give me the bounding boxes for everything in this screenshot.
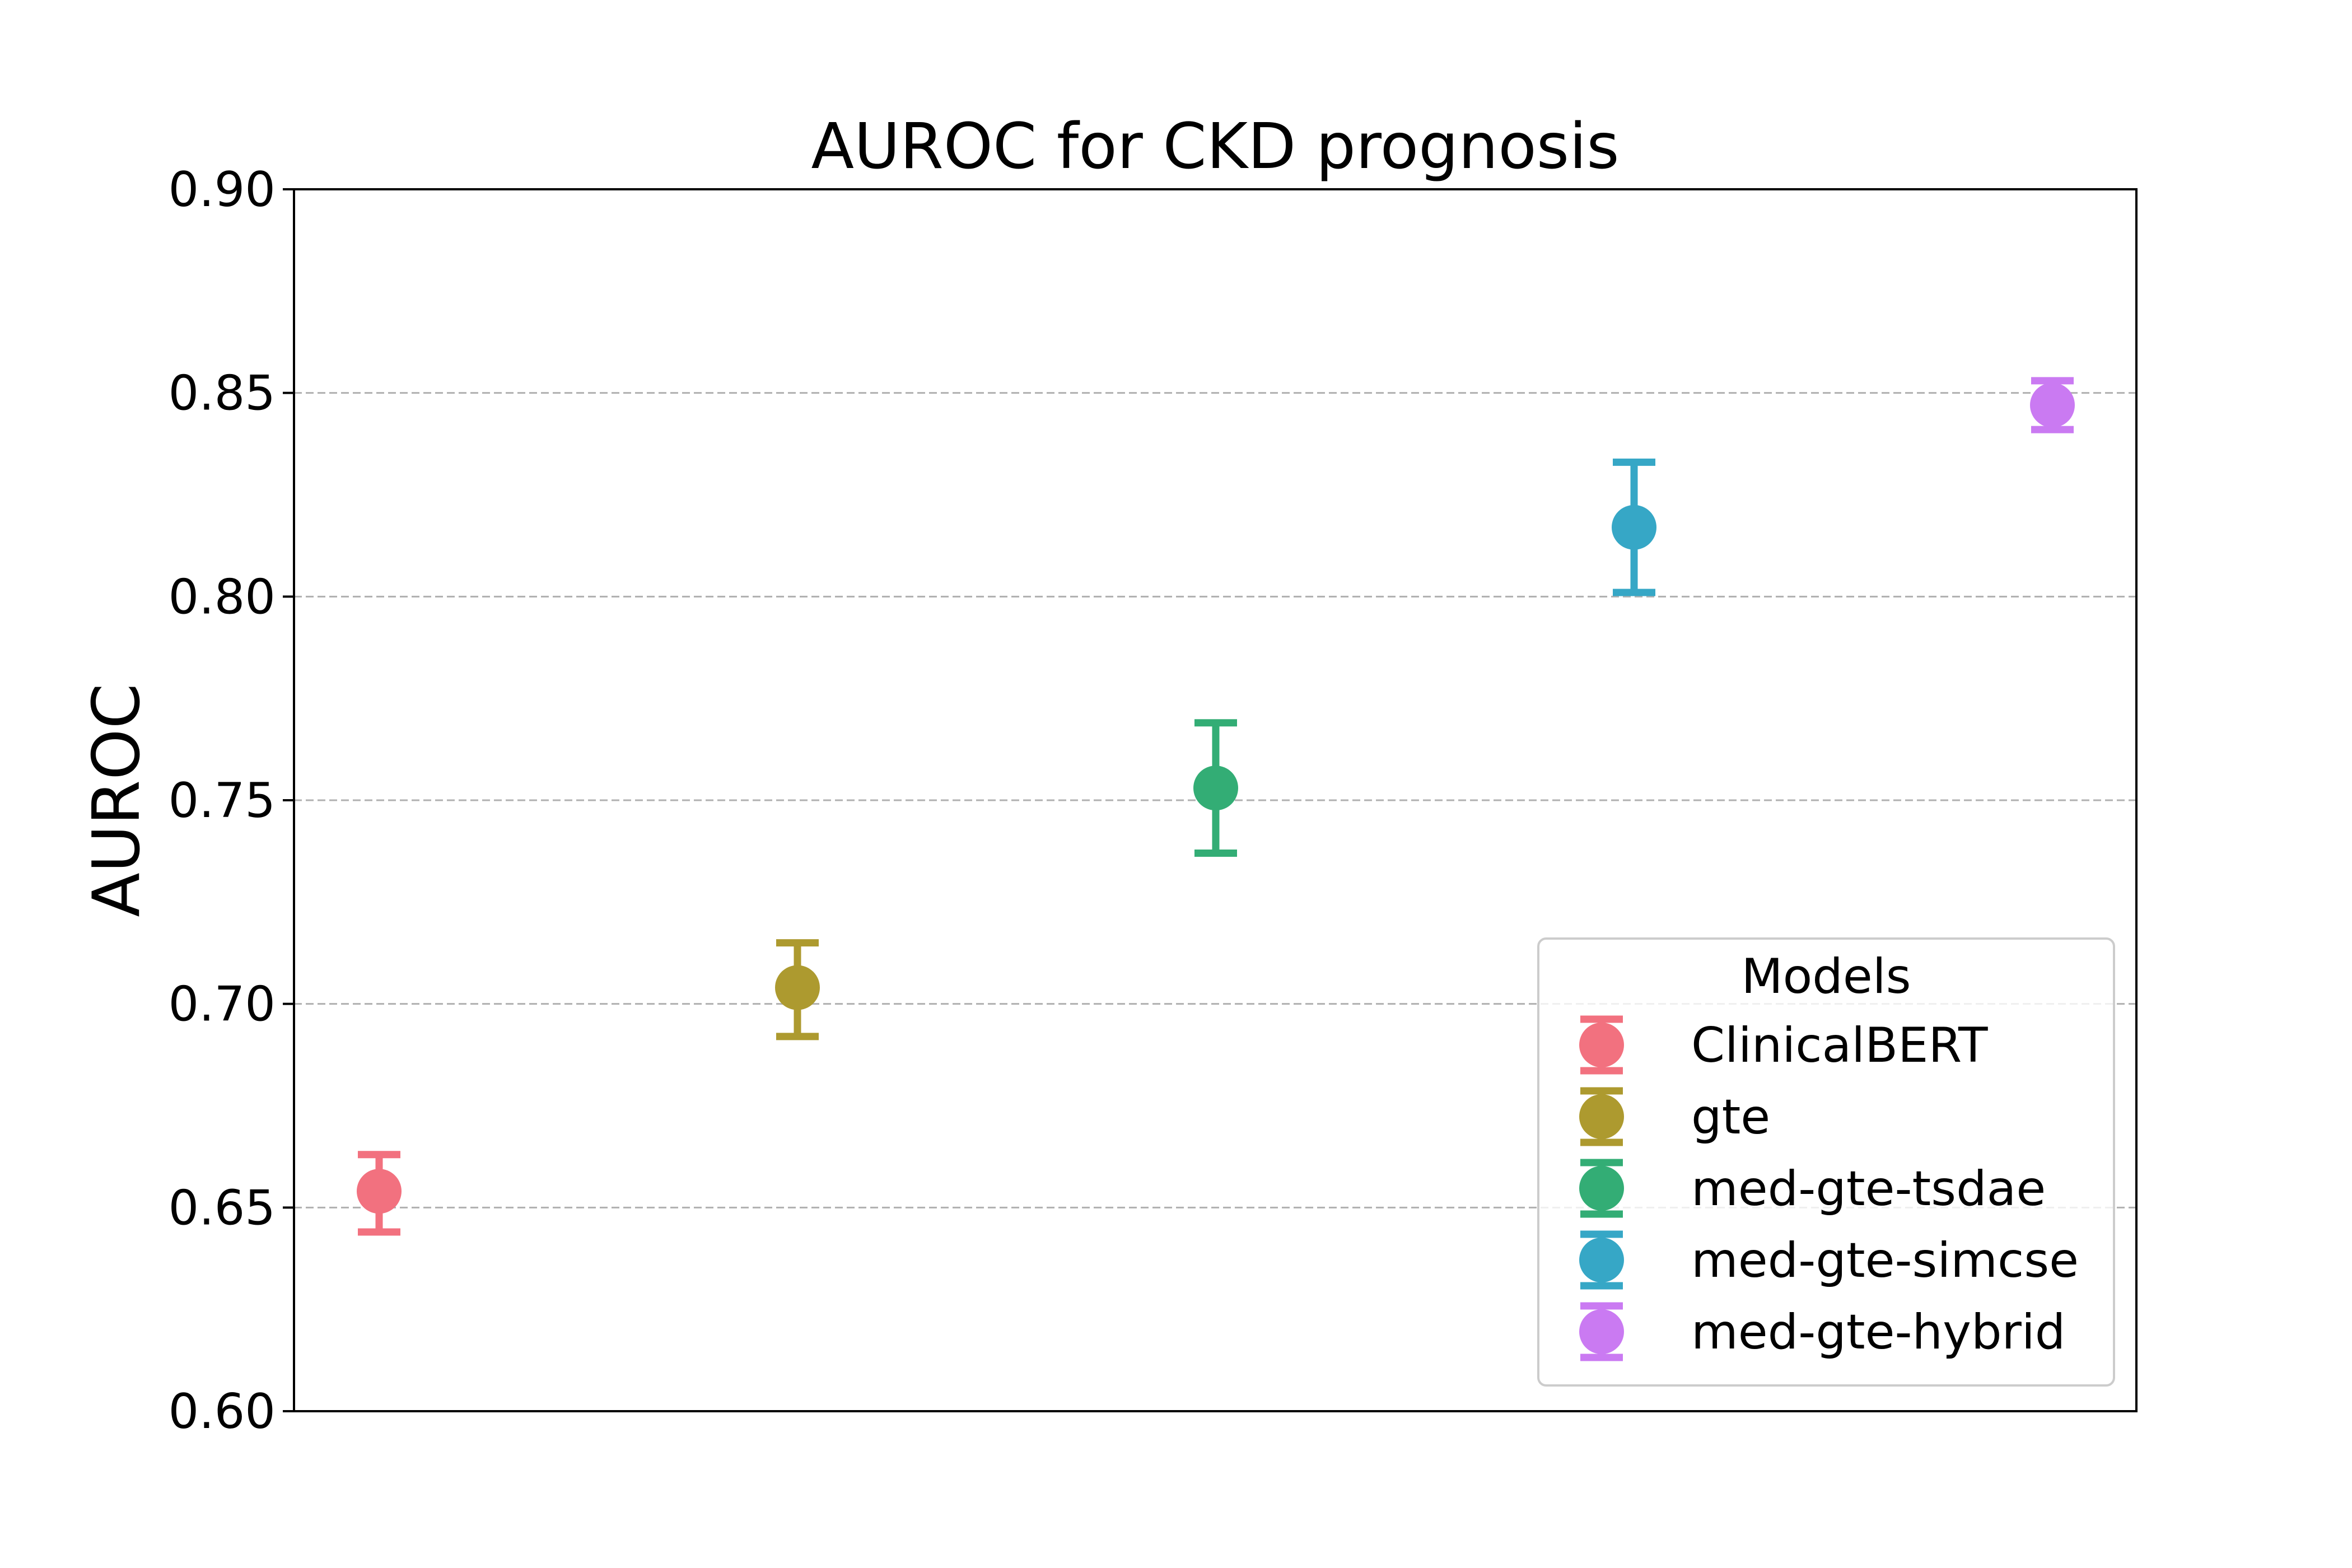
- plot-frame: [293, 188, 2138, 1412]
- y-tick-label: 0.65: [169, 1180, 276, 1236]
- legend-marker: [1579, 1094, 1624, 1139]
- y-tick-label: 0.70: [169, 977, 276, 1033]
- legend: Models ClinicalBERT gte med-gte-tsdae med-g…: [1537, 937, 2115, 1387]
- chart-title: AUROC for CKD prognosis: [811, 110, 1619, 183]
- y-tick-label: 0.80: [169, 569, 276, 625]
- y-axis-label: AUROC: [79, 683, 155, 917]
- legend-label: ClinicalBERT: [1691, 1018, 1988, 1074]
- legend-label: gte: [1691, 1089, 1770, 1145]
- data-point: [775, 965, 820, 1010]
- legend-marker: [1579, 1166, 1624, 1211]
- data-point: [1193, 766, 1238, 811]
- legend-item: med-gte-hybrid: [1579, 1302, 2065, 1361]
- data-point: [1612, 505, 1656, 550]
- data-point: [2030, 382, 2075, 428]
- y-axis-ticks: 0.60 0.65 0.70 0.75 0.80 0.85 0.90: [169, 162, 294, 1440]
- data-point-group: [1612, 458, 1656, 596]
- legend-label: med-gte-tsdae: [1691, 1161, 2046, 1217]
- legend-items: ClinicalBERT gte med-gte-tsdae med-gte-simc…: [1579, 1015, 2079, 1361]
- legend-item: med-gte-tsdae: [1579, 1159, 2046, 1218]
- y-tick-label: 0.75: [169, 773, 276, 829]
- legend-item: ClinicalBERT: [1579, 1015, 1988, 1075]
- data-point: [357, 1169, 402, 1214]
- legend-marker: [1579, 1309, 1624, 1354]
- legend-label: med-gte-hybrid: [1691, 1304, 2065, 1360]
- data-point-group: [2030, 377, 2075, 433]
- legend-item: med-gte-simcse: [1579, 1230, 2079, 1290]
- legend-marker: [1579, 1023, 1624, 1067]
- legend-title: Models: [1741, 949, 1911, 1005]
- y-tick-label: 0.90: [169, 162, 276, 218]
- legend-label: med-gte-simcse: [1691, 1233, 2079, 1289]
- legend-item: gte: [1579, 1087, 1770, 1146]
- data-series: [357, 377, 2075, 1236]
- data-point-group: [357, 1151, 402, 1236]
- legend-box: [1537, 937, 2115, 1387]
- data-point-group: [775, 939, 820, 1040]
- data-point-group: [1193, 719, 1238, 857]
- y-tick-label: 0.60: [169, 1384, 276, 1440]
- legend-marker: [1579, 1238, 1624, 1282]
- y-tick-label: 0.85: [169, 366, 276, 422]
